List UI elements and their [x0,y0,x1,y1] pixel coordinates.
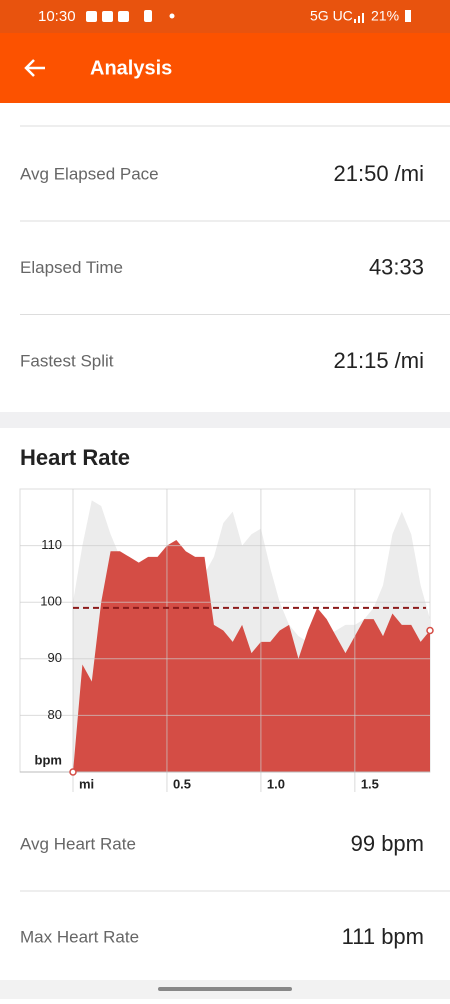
stat-value: 21:15 /mi [334,348,425,373]
status-battery: 21% [371,8,399,24]
status-icons [86,10,175,22]
y-tick-label: 100 [40,594,62,609]
area [73,539,430,772]
stat-label: Max Heart Rate [20,927,139,946]
stats-list: Avg Elapsed Pace 21:50 /mi Elapsed Time 43:… [20,161,450,373]
x-tick-label: 0.5 [173,776,191,791]
x-tick-label: mi [79,776,94,791]
section-gap [0,412,450,428]
status-network: 5G UC [310,8,353,24]
stat-value: 111 bpm [342,924,424,949]
x-tick-label: 1.0 [267,776,285,791]
status-time: 10:30 [38,8,76,25]
stat-label: Avg Heart Rate [20,834,136,853]
y-axis-label: bpm [35,752,62,767]
end-point [426,626,434,635]
app-bar-title: Analysis [90,57,172,79]
chart-title: Heart Rate [20,445,130,470]
stat-value: 21:50 /mi [334,161,425,186]
signal-icon [354,13,364,23]
stat-value: 99 bpm [351,831,424,856]
hr-stats-list: Avg Heart Rate 99 bpm Max Heart Rate 111 bp… [20,831,450,949]
y-tick-label: 80 [48,707,62,722]
battery-icon [405,10,411,22]
stat-value: 43:33 [369,254,424,279]
y-tick-label: 90 [48,650,62,665]
y-tick-label: 110 [41,537,62,552]
x-tick-label: 1.5 [361,776,379,791]
stat-label: Avg Elapsed Pace [20,164,159,183]
stat-label: Elapsed Time [20,258,123,277]
back-button[interactable] [24,59,45,77]
stat-label: Fastest Split [20,351,114,370]
status-bar [0,0,450,33]
end-point [69,768,77,776]
heart-rate-chart: 80 90 100 110 bpm mi 0.5 1.0 1.5 [19,488,434,792]
home-indicator[interactable] [158,987,292,991]
app-bar [0,33,450,103]
